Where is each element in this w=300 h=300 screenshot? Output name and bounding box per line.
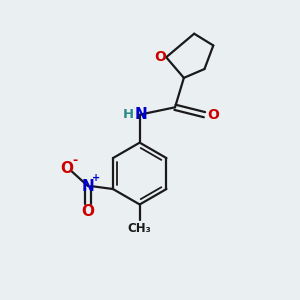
Text: CH₃: CH₃ — [128, 221, 152, 235]
Text: +: + — [92, 173, 100, 183]
Text: N: N — [82, 178, 94, 194]
Text: N: N — [135, 107, 148, 122]
Text: -: - — [72, 154, 77, 167]
Text: O: O — [154, 50, 166, 64]
Text: O: O — [60, 161, 73, 176]
Text: O: O — [207, 108, 219, 122]
Text: O: O — [81, 204, 94, 219]
Text: H: H — [123, 108, 134, 121]
